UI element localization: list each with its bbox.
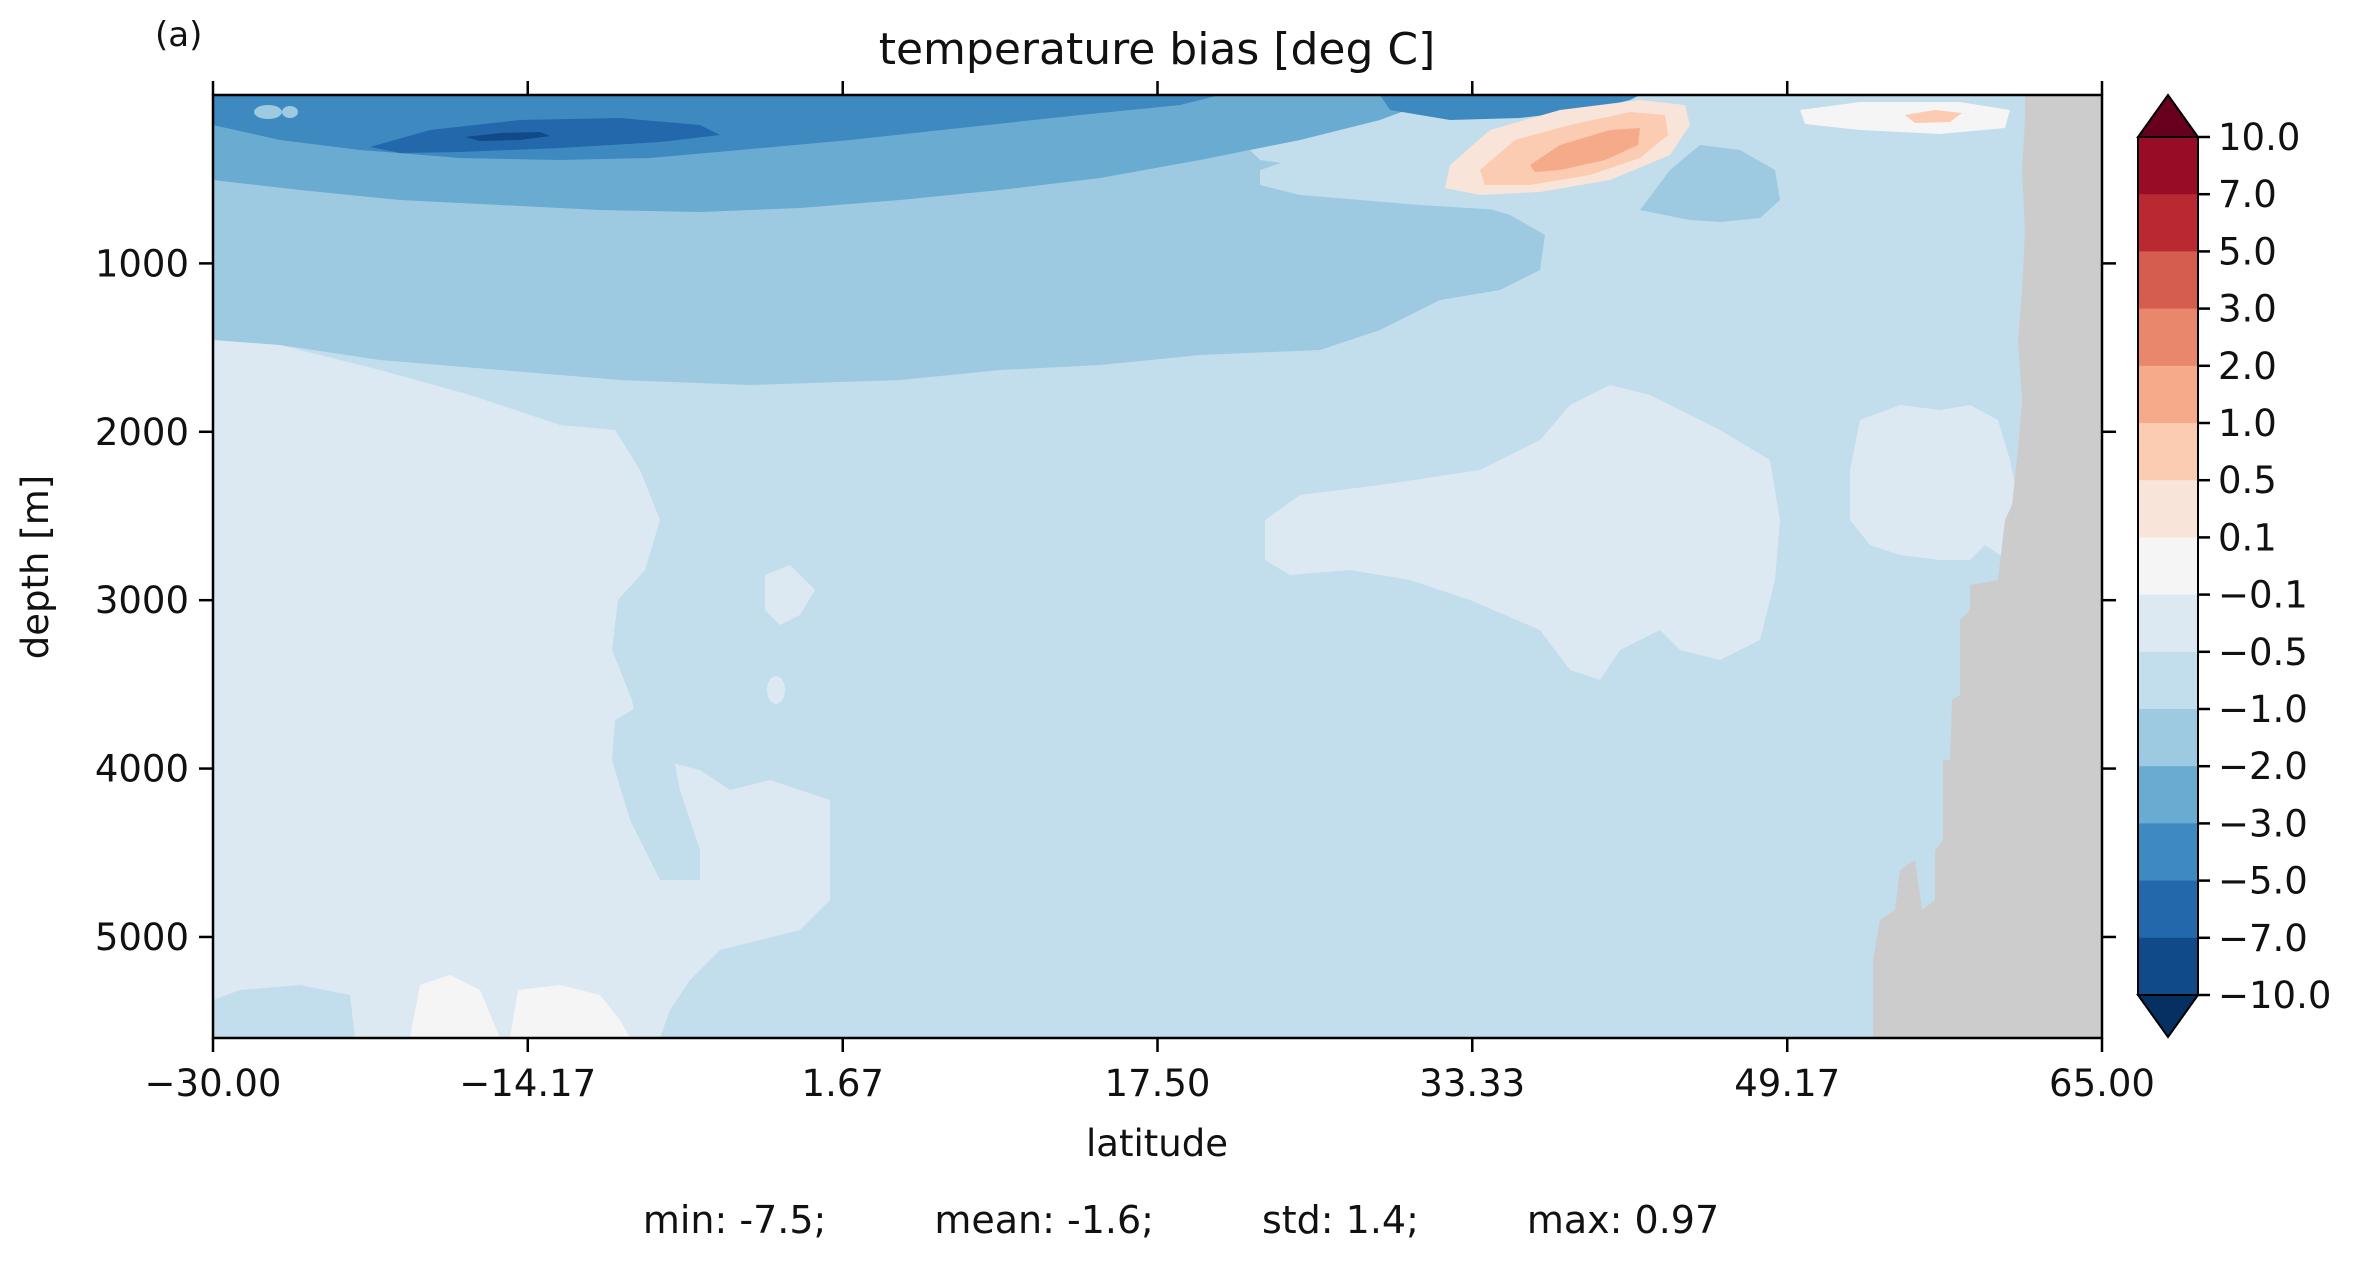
colorbar-tick-label: −1.0 — [2218, 688, 2308, 731]
region-ne-surface-white — [1800, 102, 2010, 134]
colorbar-bin — [2138, 880, 2198, 939]
colorbar-tick-label: 2.0 — [2218, 345, 2277, 388]
region-west-blue-inlet — [612, 700, 700, 880]
region-bottom-white-2 — [510, 985, 630, 1038]
region-warm-10 — [1530, 128, 1640, 172]
panel-label: (a) — [155, 15, 202, 55]
colorbar-bin — [2138, 823, 2198, 882]
colorbar-tick-label: 3.0 — [2218, 288, 2277, 331]
colorbar-tick-label: −5.0 — [2218, 860, 2308, 903]
colorbar: 10.0 7.0 5.0 3.0 2.0 1.0 0.5 0.1 −0.1 −0.5 −1.0 −2.… — [2136, 93, 2331, 1039]
colorbar-bin — [2138, 766, 2198, 824]
region-surface-dot-1 — [254, 105, 282, 119]
colorbar-frame — [2137, 136, 2199, 996]
x-tick-label: 65.00 — [2049, 1062, 2155, 1105]
x-axis-label: latitude — [1086, 1122, 1228, 1165]
y-tick-label: 1000 — [95, 242, 189, 285]
colorbar-bin — [2138, 937, 2198, 996]
colorbar-tick-label: 10.0 — [2218, 116, 2300, 159]
colorbar-bin — [2138, 651, 2198, 710]
colorbar-extend-min — [2136, 994, 2200, 1039]
stat-min: min: -7.5; — [642, 1198, 827, 1242]
colorbar-tick-label: 5.0 — [2218, 230, 2277, 273]
colorbar-tick-label: −10.0 — [2218, 974, 2331, 1017]
y-tick-label: 5000 — [95, 916, 189, 959]
region-west-light-patch — [765, 565, 815, 625]
colorbar-bin — [2138, 137, 2198, 195]
x-tick-label: −30.00 — [145, 1062, 282, 1105]
region-west-light-dot — [767, 676, 785, 704]
chart-title: temperature bias [deg C] — [879, 24, 1436, 75]
colorbar-tick-label: −0.5 — [2218, 631, 2308, 674]
stat-max: max: 0.97 — [1526, 1198, 1720, 1242]
colorbar-tick-label: −7.0 — [2218, 917, 2308, 960]
region-ne-surface-warm — [1905, 110, 1962, 123]
stats-line: min: -7.5; mean: -1.6; std: 1.4; max: 0.97 — [0, 1198, 2362, 1242]
colorbar-tick-label: 0.1 — [2218, 516, 2277, 559]
y-tick-label: 2000 — [95, 411, 189, 454]
land-mask — [1873, 95, 2102, 1038]
colorbar-bin — [2138, 365, 2198, 424]
colorbar-bin — [2138, 423, 2198, 481]
region-bottom-white-1 — [410, 975, 500, 1038]
x-axis: −30.00 −14.17 1.67 17.50 33.33 49.17 65.00 — [145, 81, 2155, 1105]
colorbar-bin — [2138, 594, 2198, 653]
colorbar-bin — [2138, 480, 2198, 538]
colorbar-bin — [2138, 537, 2198, 596]
colorbar-tick-label: 7.0 — [2218, 173, 2277, 216]
x-tick-label: 33.33 — [1419, 1062, 1525, 1105]
colorbar-bin — [2138, 251, 2198, 310]
colorbar-tick-label: −3.0 — [2218, 802, 2308, 845]
stat-std: std: 1.4; — [1261, 1198, 1419, 1242]
region-north-2-patch — [1640, 145, 1780, 222]
stat-mean: mean: -1.6; — [934, 1198, 1154, 1242]
y-tick-label: 4000 — [95, 748, 189, 791]
y-axis-label: depth [m] — [14, 475, 57, 659]
y-axis: 1000 2000 3000 4000 5000 — [95, 242, 2116, 959]
colorbar-tick-label: −0.1 — [2218, 574, 2308, 617]
colorbar-tick-label: 1.0 — [2218, 402, 2277, 445]
colorbar-tick-label: −2.0 — [2218, 745, 2308, 788]
colorbar-tick-label: 0.5 — [2218, 459, 2277, 502]
x-tick-label: 49.17 — [1734, 1062, 1840, 1105]
region-upper-10 — [465, 132, 550, 141]
colorbar-extend-max — [2136, 93, 2200, 138]
x-tick-label: −14.17 — [459, 1062, 596, 1105]
temperature-bias-field — [213, 95, 2102, 1038]
x-tick-label: 17.50 — [1105, 1062, 1211, 1105]
colorbar-bin — [2138, 709, 2198, 767]
region-surface-dot-2 — [282, 106, 298, 118]
region-mid-light-lens — [1265, 385, 1780, 680]
region-bottom-blue-1 — [213, 985, 355, 1038]
region-east-light — [1850, 405, 2025, 560]
y-tick-label: 3000 — [95, 579, 189, 622]
colorbar-bin — [2138, 308, 2198, 367]
region-north-surface-5 — [1380, 95, 1640, 120]
colorbar-bin — [2138, 194, 2198, 252]
x-tick-label: 1.67 — [802, 1062, 884, 1105]
